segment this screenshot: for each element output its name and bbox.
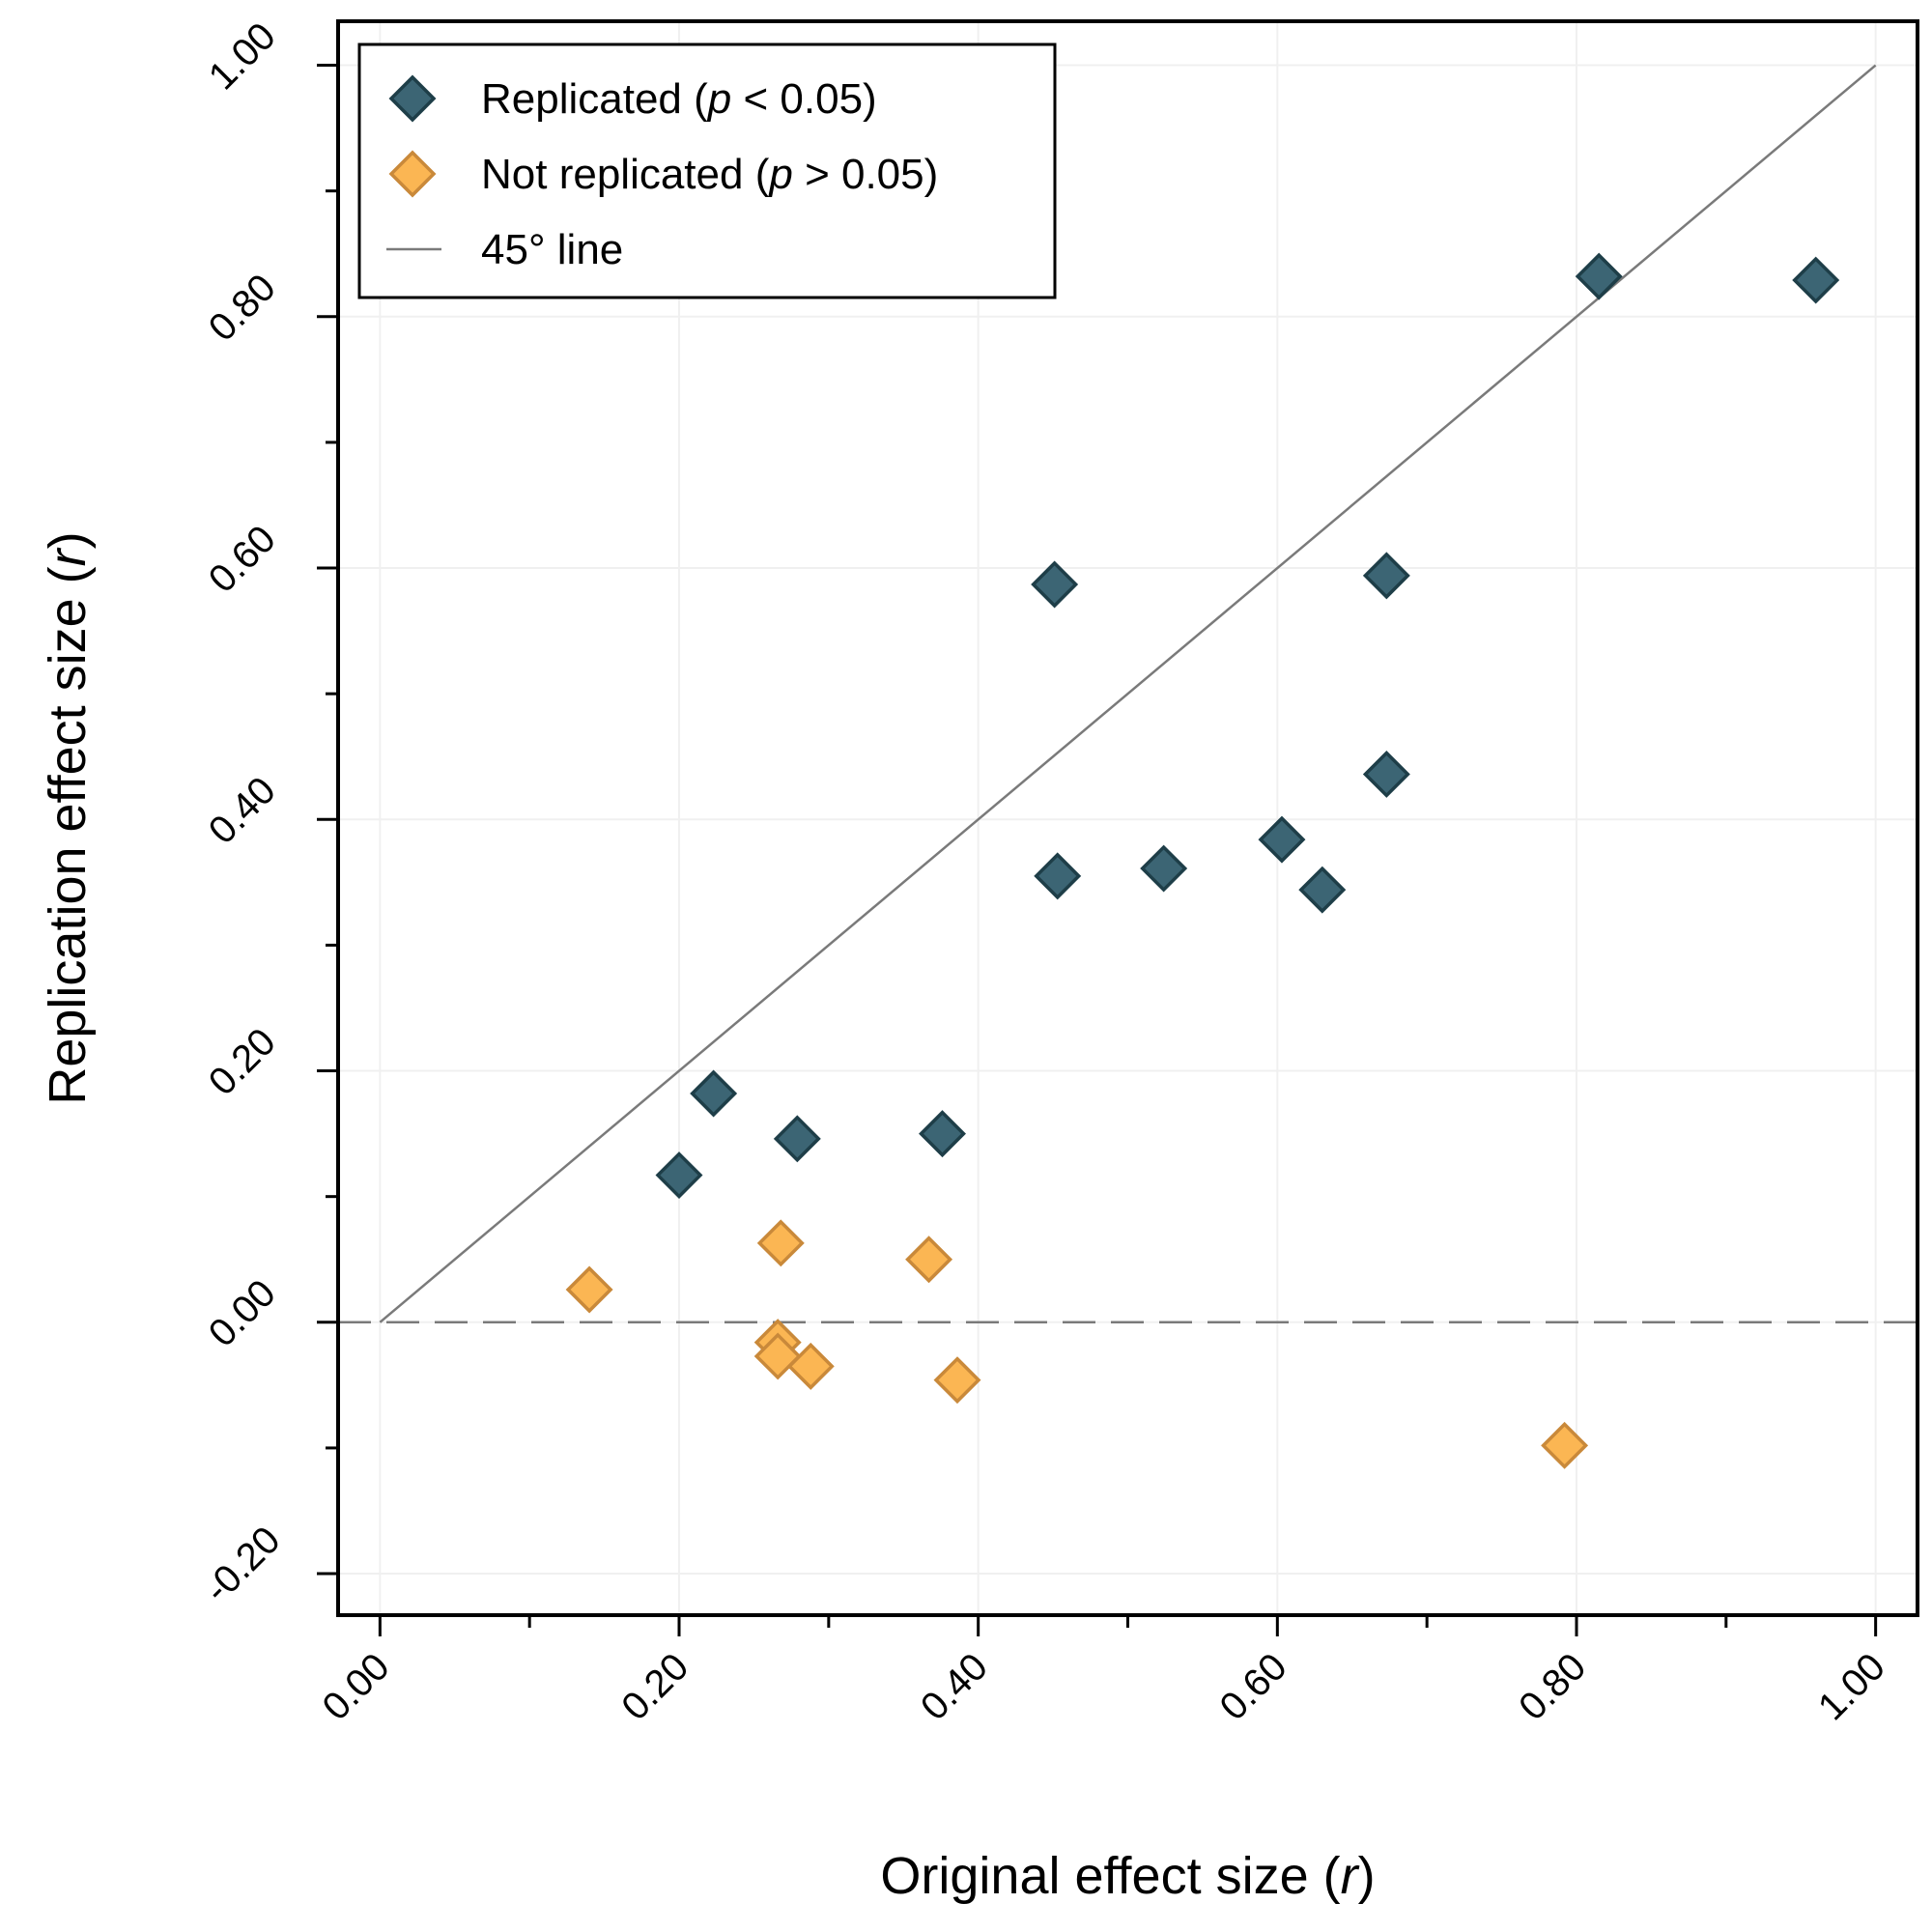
point-replicated (1140, 844, 1188, 893)
y-tick-label: 1.00 (201, 14, 284, 98)
y-axis-title: Replication effect size (r) (39, 531, 97, 1104)
legend-label: Not replicated (p > 0.05) (481, 151, 938, 198)
legend-marker (388, 150, 437, 198)
legend-marker (388, 74, 437, 123)
y-tick-label: 0.80 (201, 267, 284, 350)
legend-label: Replicated (p < 0.05) (481, 75, 877, 123)
x-tick-label: 1.00 (1810, 1645, 1893, 1728)
x-axis-title: Original effect size (r) (880, 1847, 1375, 1905)
x-tick-label: 0.20 (613, 1645, 696, 1728)
point-replicated (1031, 560, 1079, 609)
point-replicated (1298, 866, 1347, 914)
point-not-replicated (565, 1265, 613, 1314)
point-not-replicated (905, 1236, 953, 1284)
diagonal-45-line (379, 64, 1877, 1323)
point-replicated (1362, 552, 1410, 600)
x-tick-label: 0.00 (315, 1645, 398, 1728)
y-tick-label: -0.20 (196, 1519, 289, 1611)
point-replicated (773, 1115, 821, 1163)
reference-lines (338, 64, 1918, 1324)
y-tick-label: 0.20 (201, 1020, 284, 1103)
point-replicated (1362, 750, 1410, 798)
point-not-replicated (756, 1219, 805, 1267)
point-not-replicated (1541, 1421, 1589, 1469)
x-tick-label: 0.60 (1212, 1645, 1295, 1728)
point-replicated (1258, 815, 1306, 864)
point-replicated (1575, 252, 1623, 300)
legend-box (357, 43, 1057, 299)
x-tick-label: 0.80 (1511, 1645, 1594, 1728)
point-replicated (655, 1151, 703, 1200)
point-replicated (690, 1069, 738, 1118)
point-replicated (919, 1110, 966, 1158)
y-tick-label: 0.40 (201, 769, 284, 852)
x-tick-label: 0.40 (913, 1645, 996, 1728)
y-tick-label: 0.00 (201, 1272, 284, 1355)
data-points (565, 252, 1840, 1469)
point-replicated (1034, 852, 1082, 900)
point-not-replicated (933, 1356, 981, 1405)
legend-label: 45° line (481, 226, 623, 273)
legend: Replicated (p < 0.05) Not replicated (p >… (357, 43, 1057, 299)
point-replicated (1792, 256, 1840, 304)
point-not-replicated (786, 1342, 835, 1390)
y-tick-label: 0.60 (201, 518, 284, 601)
